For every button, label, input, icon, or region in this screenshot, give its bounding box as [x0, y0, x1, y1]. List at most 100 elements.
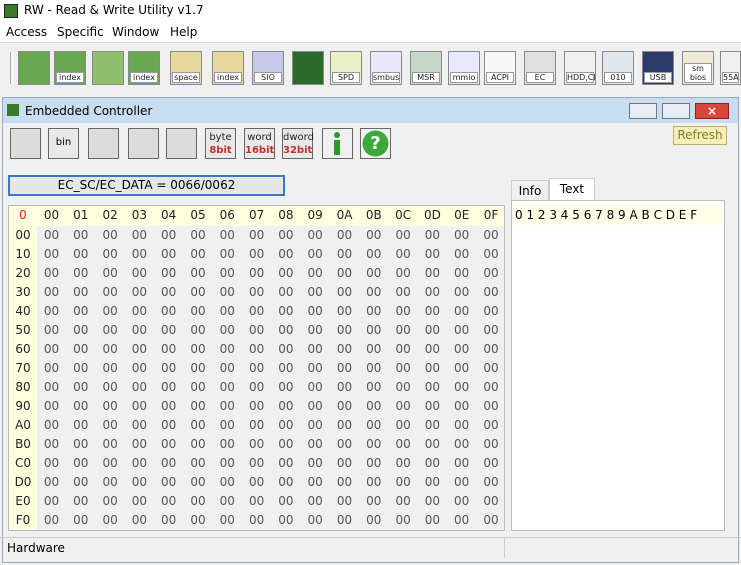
hex-cell[interactable]: 00 [395, 380, 411, 394]
menu-item[interactable]: Help [170, 25, 198, 39]
menu-item[interactable]: Access [6, 25, 48, 39]
toolbar-button[interactable]: HDD,CD [564, 51, 596, 85]
hex-cell[interactable]: 00 [307, 285, 323, 299]
toolbar-button[interactable] [18, 51, 50, 85]
hex-cell[interactable]: 00 [73, 228, 89, 242]
hex-cell[interactable]: 00 [366, 456, 382, 470]
hex-cell[interactable]: 00 [366, 342, 382, 356]
hex-cell[interactable]: 00 [278, 304, 294, 318]
hex-cell[interactable]: 00 [73, 418, 89, 432]
hex-cell[interactable]: 00 [73, 494, 89, 508]
hex-cell[interactable]: 00 [219, 399, 235, 413]
hex-cell[interactable]: 00 [307, 399, 323, 413]
hex-cell[interactable]: 00 [131, 418, 148, 432]
hex-cell[interactable]: 00 [131, 266, 148, 280]
hex-cell[interactable]: 00 [248, 380, 265, 394]
hex-cell[interactable]: 00 [131, 513, 148, 527]
tool-button[interactable]: dword 32bit [282, 128, 314, 159]
hex-cell[interactable]: 00 [336, 418, 353, 432]
hex-cell[interactable]: 00 [131, 475, 148, 489]
hex-cell[interactable]: 00 [307, 304, 323, 318]
hex-cell[interactable]: 00 [161, 247, 177, 261]
hex-cell[interactable]: 00 [161, 323, 177, 337]
hex-cell[interactable]: 00 [424, 437, 441, 451]
hex-cell[interactable]: 00 [161, 361, 177, 375]
hex-cell[interactable]: 00 [336, 494, 353, 508]
hex-cell[interactable]: 00 [483, 437, 499, 451]
menu-item[interactable]: Specific [57, 25, 104, 39]
hex-cell[interactable]: 00 [483, 247, 499, 261]
hex-cell[interactable]: 00 [131, 304, 148, 318]
hex-cell[interactable]: 00 [131, 399, 148, 413]
hex-cell[interactable]: 00 [102, 361, 118, 375]
hex-cell[interactable]: 00 [336, 513, 353, 527]
hex-cell[interactable]: 00 [131, 247, 148, 261]
toolbar-button[interactable]: index [128, 51, 160, 85]
hex-cell[interactable]: 00 [43, 437, 60, 451]
hex-cell[interactable]: 00 [336, 437, 353, 451]
hex-cell[interactable]: 00 [424, 247, 441, 261]
hex-cell[interactable]: 00 [190, 304, 206, 318]
hex-cell[interactable]: 00 [307, 437, 323, 451]
hex-cell[interactable]: 00 [424, 475, 441, 489]
hex-cell[interactable]: 00 [307, 513, 323, 527]
hex-cell[interactable]: 00 [278, 418, 294, 432]
hex-cell[interactable]: 00 [161, 228, 177, 242]
tool-button[interactable]: byte 8bit [205, 128, 236, 159]
hex-cell[interactable]: 00 [307, 323, 323, 337]
hex-cell[interactable]: 00 [161, 418, 177, 432]
hex-cell[interactable]: 00 [483, 418, 499, 432]
hex-cell[interactable]: 00 [278, 228, 294, 242]
hex-cell[interactable]: 00 [248, 323, 265, 337]
hex-cell[interactable]: 00 [248, 304, 265, 318]
hex-cell[interactable]: 00 [366, 228, 382, 242]
tool-button[interactable] [10, 128, 41, 159]
hex-cell[interactable]: 00 [366, 247, 382, 261]
hex-cell[interactable]: 00 [190, 437, 206, 451]
tab-text[interactable]: Text [549, 178, 595, 201]
hex-cell[interactable]: 00 [424, 342, 441, 356]
hex-cell[interactable]: 00 [483, 361, 499, 375]
hex-cell[interactable]: 00 [454, 418, 470, 432]
hex-cell[interactable]: 00 [190, 456, 206, 470]
hex-cell[interactable]: 00 [131, 285, 148, 299]
hex-cell[interactable]: 00 [248, 437, 265, 451]
hex-cell[interactable]: 00 [366, 266, 382, 280]
hex-cell[interactable]: 00 [366, 399, 382, 413]
hex-cell[interactable]: 00 [483, 342, 499, 356]
hex-cell[interactable]: 00 [131, 437, 148, 451]
hex-cell[interactable]: 00 [161, 285, 177, 299]
hex-cell[interactable]: 00 [161, 342, 177, 356]
hex-cell[interactable]: 00 [454, 399, 470, 413]
hex-cell[interactable]: 00 [278, 494, 294, 508]
hex-cell[interactable]: 00 [219, 266, 235, 280]
hex-cell[interactable]: 00 [43, 418, 60, 432]
hex-cell[interactable]: 00 [395, 266, 411, 280]
hex-cell[interactable]: 00 [190, 361, 206, 375]
toolbar-button[interactable]: ACPI [484, 51, 516, 85]
hex-cell[interactable]: 00 [73, 266, 89, 280]
hex-cell[interactable]: 00 [219, 247, 235, 261]
hex-cell[interactable]: 00 [307, 342, 323, 356]
hex-cell[interactable]: 00 [395, 399, 411, 413]
hex-cell[interactable]: 00 [43, 456, 60, 470]
hex-cell[interactable]: 00 [454, 361, 470, 375]
toolbar-button[interactable]: SIO [252, 51, 284, 85]
hex-cell[interactable]: 00 [248, 228, 265, 242]
hex-cell[interactable]: 00 [424, 285, 441, 299]
hex-cell[interactable]: 00 [219, 380, 235, 394]
hex-cell[interactable]: 00 [43, 494, 60, 508]
hex-cell[interactable]: 00 [424, 304, 441, 318]
hex-cell[interactable]: 00 [395, 456, 411, 470]
hex-cell[interactable]: 00 [366, 494, 382, 508]
hex-cell[interactable]: 00 [248, 513, 265, 527]
hex-cell[interactable]: 00 [43, 247, 60, 261]
hex-cell[interactable]: 00 [102, 437, 118, 451]
hex-cell[interactable]: 00 [336, 361, 353, 375]
hex-cell[interactable]: 00 [43, 323, 60, 337]
hex-cell[interactable]: 00 [73, 380, 89, 394]
hex-cell[interactable]: 00 [248, 266, 265, 280]
hex-cell[interactable]: 00 [190, 418, 206, 432]
hex-cell[interactable]: 00 [190, 266, 206, 280]
hex-cell[interactable]: 00 [161, 494, 177, 508]
